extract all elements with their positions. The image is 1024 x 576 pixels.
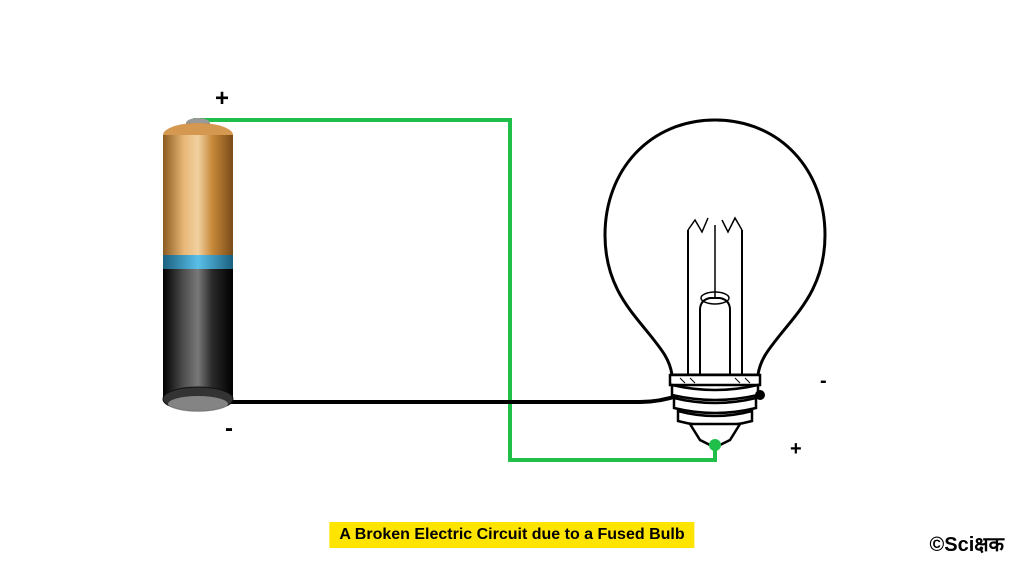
- bulb: [605, 120, 825, 445]
- battery-positive-label: +: [215, 85, 229, 113]
- diagram-caption: A Broken Electric Circuit due to a Fused…: [329, 522, 694, 548]
- watermark: ©Sciक्षक: [930, 530, 1004, 557]
- positive-terminal-dot: [709, 439, 721, 451]
- circuit-diagram: [0, 0, 1024, 576]
- bulb-negative-label: -: [820, 370, 827, 393]
- bulb-positive-label: +: [790, 438, 802, 461]
- battery-negative-label: -: [225, 415, 233, 443]
- negative-terminal-dot: [755, 390, 765, 400]
- battery: [163, 118, 233, 412]
